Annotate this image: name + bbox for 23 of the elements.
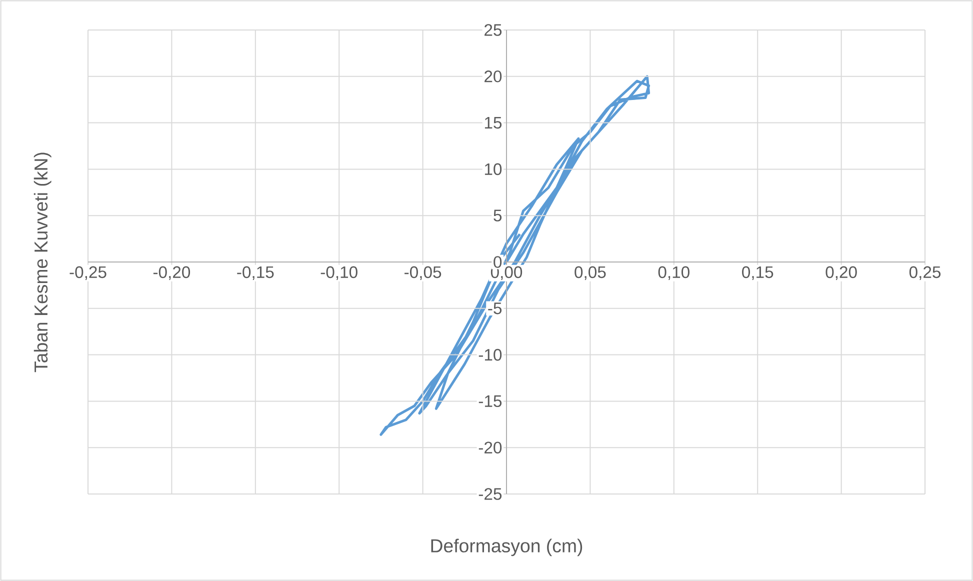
x-tick-label: -0,25 <box>70 266 106 280</box>
y-tick-label: 25 <box>484 24 502 36</box>
x-tick-label: 0,20 <box>826 266 857 280</box>
y-axis-title: Taban Kesme Kuvveti (kN) <box>34 152 52 372</box>
y-tick-label: -25 <box>478 488 502 500</box>
x-tick-label: -0,10 <box>320 266 358 280</box>
x-tick-label: -0,20 <box>153 266 190 280</box>
y-tick-label: -5 <box>488 302 502 314</box>
x-tick-label: 0,05 <box>574 266 606 280</box>
x-tick-label: -0,05 <box>404 266 442 280</box>
y-tick-label: -15 <box>478 395 502 408</box>
y-tick-label: 20 <box>484 70 502 82</box>
x-tick-label: 0,10 <box>658 266 690 280</box>
y-tick-label: -10 <box>478 348 502 361</box>
y-tick-label: 10 <box>484 163 502 176</box>
x-tick-label: 0,15 <box>742 266 774 280</box>
x-tick-label: -0,15 <box>237 266 274 280</box>
y-tick-label: 5 <box>494 210 502 222</box>
y-tick-label: 15 <box>484 116 502 129</box>
y-tick-label: -20 <box>478 442 502 454</box>
x-axis-title: Deformasyon (cm) <box>431 538 582 556</box>
y-tick-label: 0 <box>494 256 502 268</box>
x-tick-label: 0,25 <box>909 266 941 280</box>
